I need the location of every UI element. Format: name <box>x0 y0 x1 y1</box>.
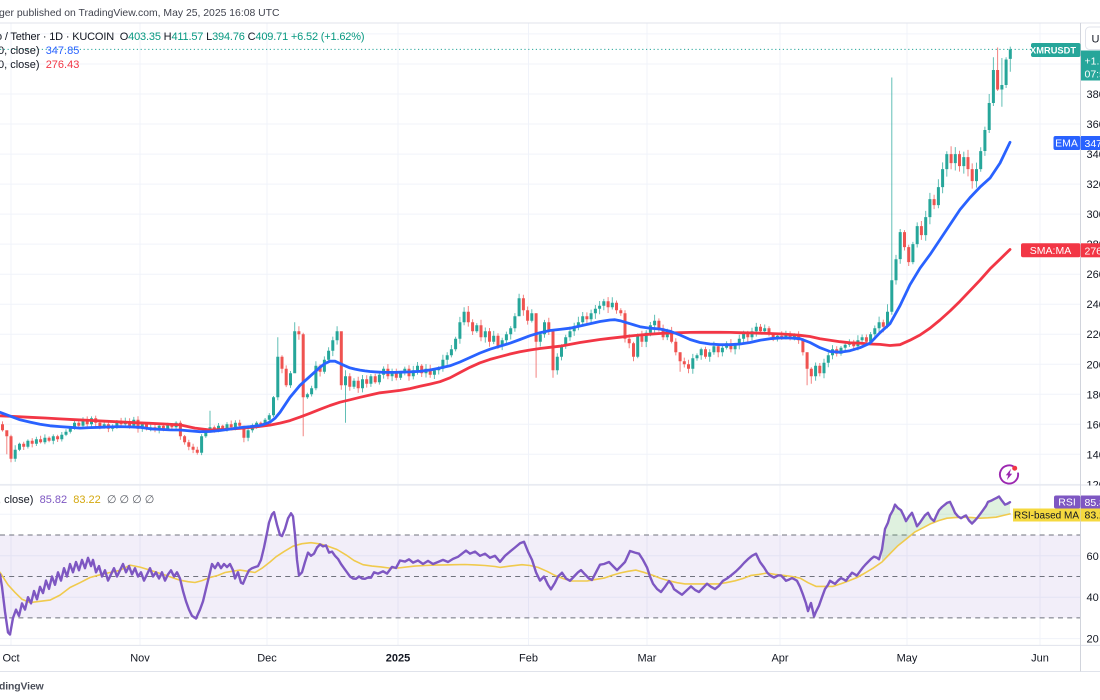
svg-text:300: 300 <box>1087 209 1100 221</box>
svg-text:Oct: Oct <box>2 653 19 665</box>
svg-text:360: 360 <box>1087 119 1100 131</box>
svg-text:RSI-based MA: RSI-based MA <box>1014 510 1079 521</box>
svg-text:ger published on TradingView.c: ger published on TradingView.com, May 25… <box>0 8 280 19</box>
svg-text:40: 40 <box>1087 592 1099 604</box>
svg-text:Apr: Apr <box>771 653 788 665</box>
svg-text:347.85: 347.85 <box>1085 138 1100 150</box>
svg-text:20: 20 <box>1087 634 1099 646</box>
svg-text:Jun: Jun <box>1031 653 1049 665</box>
svg-text:260: 260 <box>1087 269 1100 281</box>
svg-text:2025: 2025 <box>386 653 410 665</box>
svg-text:dingView: dingView <box>0 682 45 693</box>
svg-text:83.22: 83.22 <box>1085 510 1100 522</box>
svg-text:276.43: 276.43 <box>1085 245 1100 257</box>
svg-text:+1.62: +1.62 <box>1085 56 1100 68</box>
svg-text:380: 380 <box>1087 89 1100 101</box>
svg-text:180: 180 <box>1087 389 1100 401</box>
svg-text:320: 320 <box>1087 179 1100 191</box>
svg-text:0, close) 347.85: 0, close) 347.85 <box>0 45 79 57</box>
svg-text:160: 160 <box>1087 419 1100 431</box>
svg-text:XMRUSDT: XMRUSDT <box>1030 46 1076 56</box>
svg-text:140: 140 <box>1087 449 1100 461</box>
svg-text:o / Tether · 1D · KUCOIN O403: o / Tether · 1D · KUCOIN O403.35 H411.57… <box>0 31 364 43</box>
svg-text:340: 340 <box>1087 149 1100 161</box>
svg-text:EMA: EMA <box>1055 138 1078 150</box>
svg-text:RSI: RSI <box>1058 497 1076 509</box>
svg-text:0, close) 276.43: 0, close) 276.43 <box>0 59 79 71</box>
svg-text:07:51: 07:51 <box>1085 69 1100 81</box>
svg-text:Nov: Nov <box>130 653 150 665</box>
svg-text:240: 240 <box>1087 299 1100 311</box>
svg-text:60: 60 <box>1087 551 1099 563</box>
svg-text:, close) 85.82 83.22 ∅ ∅ ∅: , close) 85.82 83.22 ∅ ∅ ∅ ∅ <box>0 494 154 506</box>
svg-text:Dec: Dec <box>257 653 277 665</box>
svg-text:USD: USD <box>1092 34 1100 46</box>
svg-text:Mar: Mar <box>638 653 657 665</box>
svg-text:220: 220 <box>1087 329 1100 341</box>
svg-text:85.82: 85.82 <box>1085 497 1100 509</box>
svg-text:200: 200 <box>1087 359 1100 371</box>
svg-text:Feb: Feb <box>519 653 538 665</box>
svg-text:SMA:MA: SMA:MA <box>1030 245 1071 257</box>
svg-text:May: May <box>897 653 918 665</box>
